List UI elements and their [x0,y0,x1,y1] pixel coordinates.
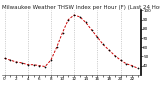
Text: Milwaukee Weather THSW Index per Hour (F) (Last 24 Hours): Milwaukee Weather THSW Index per Hour (F… [2,5,160,10]
